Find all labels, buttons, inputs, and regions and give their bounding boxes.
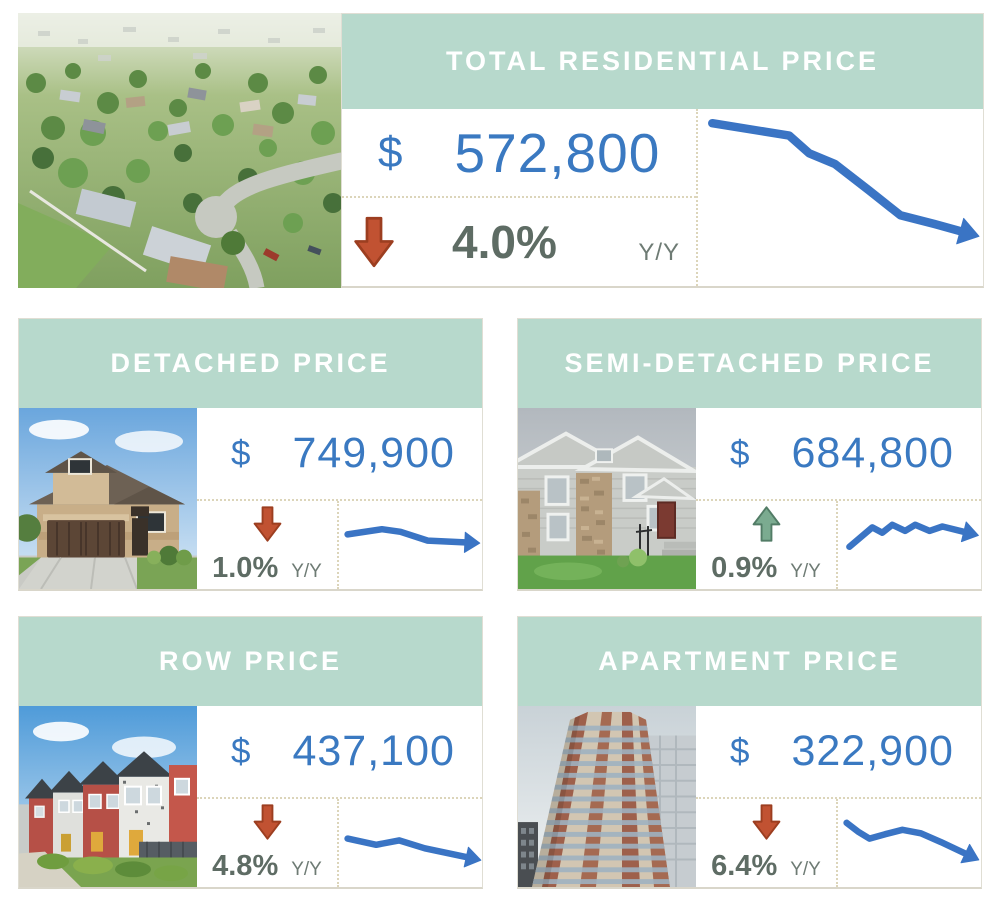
period-label: Y/Y — [790, 859, 821, 880]
trend-down-icon — [354, 216, 394, 268]
total-residential-body: $ 572,800 4.0% Y/Y — [342, 109, 983, 286]
trend-down-icon — [253, 506, 281, 542]
aerial-neighborhood-illustration — [18, 13, 341, 288]
detached-content: $ 749,900 1.0% Y/Y — [197, 408, 482, 589]
semi-detached-body: $ 684,800 0.9% Y/Y — [518, 408, 981, 589]
row-houses-illustration — [19, 706, 197, 887]
trend-down-icon — [752, 804, 780, 840]
row-body: $ 437,100 4.8% Y/Y — [19, 706, 482, 887]
currency-symbol: $ — [231, 731, 251, 771]
currency-symbol: $ — [730, 433, 750, 473]
row-bottom: 4.8% Y/Y — [197, 799, 482, 887]
change-cell: 1.0% Y/Y — [197, 501, 339, 589]
price-cell: $ 684,800 — [696, 408, 981, 501]
price-cell: $ 572,800 — [342, 109, 696, 198]
change-cell: 0.9% Y/Y — [696, 501, 838, 589]
card-detached: DETACHED PRICE — [18, 318, 483, 591]
trend-down-icon — [253, 804, 281, 840]
semi-detached-header: SEMI-DETACHED PRICE — [518, 319, 981, 408]
card-title: TOTAL RESIDENTIAL PRICE — [445, 46, 880, 76]
change-percent: 6.4% — [711, 850, 778, 882]
semi-detached-bottom: 0.9% Y/Y — [696, 501, 981, 589]
apartment-content: $ 322,900 6.4% Y/Y — [696, 706, 981, 887]
sparkline-cell — [838, 501, 981, 589]
currency-symbol: $ — [730, 731, 750, 771]
card-title: APARTMENT PRICE — [598, 646, 901, 676]
detached-bottom: 1.0% Y/Y — [197, 501, 482, 589]
semi-detached-house-photo — [518, 408, 696, 589]
price-trend-sparkline — [843, 819, 980, 864]
card-semi-detached: SEMI-DETACHED PRICE — [517, 318, 982, 591]
price-value: 684,800 — [791, 429, 954, 477]
card-title: DETACHED PRICE — [110, 348, 391, 378]
detached-header: DETACHED PRICE — [19, 319, 482, 408]
semi-detached-content: $ 684,800 0.9% Y/Y — [696, 408, 981, 589]
price-cell: $ 322,900 — [696, 706, 981, 799]
price-trend-sparkline — [846, 521, 979, 551]
sparkline-cell — [339, 799, 482, 887]
sparkline-cell — [339, 501, 482, 589]
change-cell: 4.0% Y/Y — [342, 198, 696, 286]
aerial-neighborhood-photo — [18, 13, 341, 288]
period-label: Y/Y — [291, 561, 322, 582]
price-trend-sparkline — [344, 835, 482, 868]
sparkline-cell — [838, 799, 981, 887]
price-trend-sparkline — [344, 525, 481, 553]
change-cell: 4.8% Y/Y — [197, 799, 339, 887]
card-row: ROW PRICE — [18, 616, 483, 889]
change-percent: 4.0% — [452, 216, 557, 268]
apartment-body: $ 322,900 6.4% Y/Y — [518, 706, 981, 887]
row-content: $ 437,100 4.8% Y/Y — [197, 706, 482, 887]
card-title: SEMI-DETACHED PRICE — [564, 348, 935, 378]
period-label: Y/Y — [291, 859, 322, 880]
semi-detached-house-illustration — [518, 408, 696, 589]
row-header: ROW PRICE — [19, 617, 482, 706]
apartment-tower-photo — [518, 706, 696, 887]
card-title: ROW PRICE — [158, 646, 342, 676]
total-residential-header: TOTAL RESIDENTIAL PRICE — [342, 14, 983, 109]
card-apartment: APARTMENT PRICE — [517, 616, 982, 889]
change-percent: 4.8% — [212, 850, 279, 882]
trend-up-icon — [752, 506, 780, 542]
price-cell: $ 437,100 — [197, 706, 482, 799]
price-value: 572,800 — [454, 121, 661, 184]
price-trend-sparkline — [708, 118, 980, 245]
change-line: 6.4% Y/Y — [711, 850, 821, 883]
change-line: 1.0% Y/Y — [212, 552, 322, 585]
change-percent: 1.0% — [212, 552, 279, 584]
detached-body: $ 749,900 1.0% Y/Y — [19, 408, 482, 589]
sparkline-cell — [698, 109, 983, 286]
change-cell: 6.4% Y/Y — [696, 799, 838, 887]
currency-symbol: $ — [378, 127, 403, 177]
period-label: Y/Y — [790, 561, 821, 582]
price-value: 322,900 — [791, 727, 954, 775]
change-line: 4.8% Y/Y — [212, 850, 322, 883]
period-label: Y/Y — [638, 239, 680, 266]
change-percent: 0.9% — [711, 552, 778, 584]
apartment-header: APARTMENT PRICE — [518, 617, 981, 706]
price-value: 437,100 — [292, 727, 455, 775]
card-total-residential: TOTAL RESIDENTIAL PRICE $ 572,800 4.0% Y… — [18, 13, 984, 288]
detached-house-illustration — [19, 408, 197, 589]
total-residential-card: TOTAL RESIDENTIAL PRICE $ 572,800 4.0% Y… — [341, 13, 984, 288]
change-line: 0.9% Y/Y — [711, 552, 821, 585]
apartment-bottom: 6.4% Y/Y — [696, 799, 981, 887]
price-cell: $ 749,900 — [197, 408, 482, 501]
stats-panel: $ 572,800 4.0% Y/Y — [342, 109, 698, 286]
detached-house-photo — [19, 408, 197, 589]
apartment-tower-illustration — [518, 706, 696, 887]
price-value: 749,900 — [292, 429, 455, 477]
currency-symbol: $ — [231, 433, 251, 473]
row-houses-photo — [19, 706, 197, 887]
